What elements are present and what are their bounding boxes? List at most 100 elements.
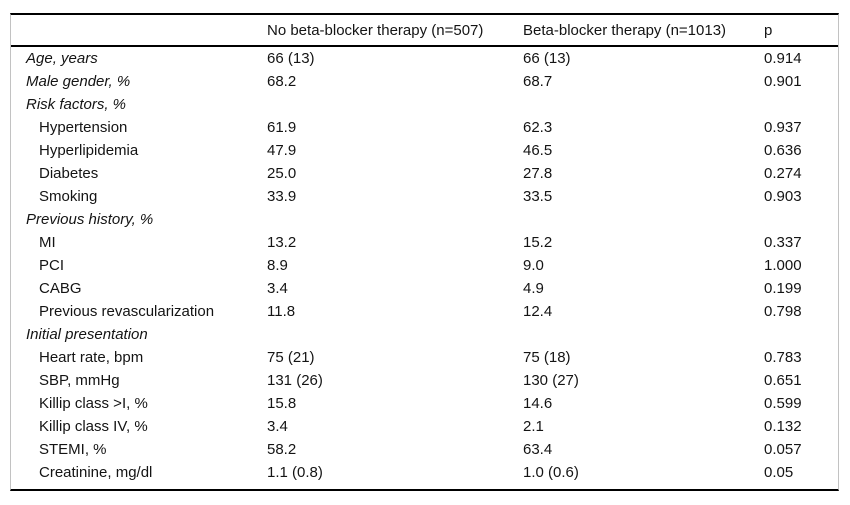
beta-blocker-value — [523, 208, 764, 231]
p-value: 0.651 — [764, 372, 802, 389]
beta-blocker-value — [523, 93, 764, 116]
table-row: CABG 3.4 4.9 0.199 — [11, 277, 838, 300]
table-row: STEMI, % 58.2 63.4 0.057 — [11, 438, 838, 461]
no-beta-blocker-value — [267, 323, 523, 346]
no-beta-blocker-value — [267, 93, 523, 116]
row-label: MI — [39, 234, 56, 251]
beta-blocker-value: 130 (27) — [523, 372, 579, 389]
p-value: 0.901 — [764, 73, 802, 90]
no-beta-blocker-value — [267, 208, 523, 231]
column-header-p: p — [764, 15, 838, 47]
no-beta-blocker-value: 8.9 — [267, 257, 288, 274]
table-row: Hypertension 61.9 62.3 0.937 — [11, 116, 838, 139]
column-header-no-beta-blocker: No beta-blocker therapy (n=507) — [267, 15, 523, 47]
beta-blocker-value: 1.0 (0.6) — [523, 464, 579, 481]
beta-blocker-value: 46.5 — [523, 142, 553, 159]
beta-blocker-value: 62.3 — [523, 119, 553, 136]
beta-blocker-value: 15.2 — [523, 234, 553, 251]
row-label: Male gender, % — [26, 73, 131, 90]
beta-blocker-value: 33.5 — [523, 188, 553, 205]
p-value: 0.783 — [764, 349, 802, 366]
data-table: No beta-blocker therapy (n=507) Beta-blo… — [11, 15, 838, 484]
row-label: Risk factors, % — [26, 96, 127, 113]
row-label: Previous revascularization — [39, 303, 215, 320]
header-row: No beta-blocker therapy (n=507) Beta-blo… — [11, 15, 838, 47]
beta-blocker-value: 2.1 — [523, 418, 544, 435]
no-beta-blocker-value: 13.2 — [267, 234, 297, 251]
beta-blocker-value: 27.8 — [523, 165, 553, 182]
table-row: Heart rate, bpm 75 (21) 75 (18) 0.783 — [11, 346, 838, 369]
table-body: Age, years 66 (13) 66 (13) 0.914 Male gender… — [11, 46, 838, 484]
section-row: Previous history, % — [11, 208, 838, 231]
p-value: 0.798 — [764, 303, 802, 320]
table-header: No beta-blocker therapy (n=507) Beta-blo… — [11, 15, 838, 47]
row-label: Heart rate, bpm — [39, 349, 144, 366]
no-beta-blocker-value: 33.9 — [267, 188, 297, 205]
table-row: Smoking 33.9 33.5 0.903 — [11, 185, 838, 208]
p-value: 0.274 — [764, 165, 802, 182]
table-row: Hyperlipidemia 47.9 46.5 0.636 — [11, 139, 838, 162]
row-label: Killip class >I, % — [39, 395, 148, 412]
row-label: SBP, mmHg — [39, 372, 120, 389]
table-row: PCI 8.9 9.0 1.000 — [11, 254, 838, 277]
row-label: Hyperlipidemia — [39, 142, 139, 159]
p-value: 0.05 — [764, 464, 794, 481]
beta-blocker-value: 9.0 — [523, 257, 544, 274]
beta-blocker-value: 12.4 — [523, 303, 553, 320]
row-label: STEMI, % — [39, 441, 107, 458]
row-label: Smoking — [39, 188, 98, 205]
p-value: 0.199 — [764, 280, 802, 297]
row-label: PCI — [39, 257, 65, 274]
table-row: Male gender, % 68.2 68.7 0.901 — [11, 70, 838, 93]
no-beta-blocker-value: 15.8 — [267, 395, 297, 412]
p-value: 0.636 — [764, 142, 802, 159]
no-beta-blocker-value: 131 (26) — [267, 372, 323, 389]
baseline-characteristics-table: No beta-blocker therapy (n=507) Beta-blo… — [10, 13, 839, 491]
table-row: Killip class IV, % 3.4 2.1 0.132 — [11, 415, 838, 438]
no-beta-blocker-value: 47.9 — [267, 142, 297, 159]
p-value — [764, 323, 838, 346]
p-value — [764, 208, 838, 231]
no-beta-blocker-value: 3.4 — [267, 280, 288, 297]
no-beta-blocker-value: 58.2 — [267, 441, 297, 458]
beta-blocker-value: 63.4 — [523, 441, 553, 458]
table-row: Killip class >I, % 15.8 14.6 0.599 — [11, 392, 838, 415]
table-row: SBP, mmHg 131 (26) 130 (27) 0.651 — [11, 369, 838, 392]
p-value — [764, 93, 838, 116]
no-beta-blocker-value: 68.2 — [267, 73, 297, 90]
row-label: Previous history, % — [26, 211, 154, 228]
beta-blocker-value: 68.7 — [523, 73, 553, 90]
table-row: Previous revascularization 11.8 12.4 0.798 — [11, 300, 838, 323]
no-beta-blocker-value: 66 (13) — [267, 50, 315, 67]
row-label: CABG — [39, 280, 82, 297]
row-label: Hypertension — [39, 119, 128, 136]
p-value: 0.337 — [764, 234, 802, 251]
column-header-empty — [11, 15, 267, 47]
table-row: Diabetes 25.0 27.8 0.274 — [11, 162, 838, 185]
p-value: 0.903 — [764, 188, 802, 205]
table-row: Age, years 66 (13) 66 (13) 0.914 — [11, 46, 838, 70]
p-value: 0.599 — [764, 395, 802, 412]
section-row: Initial presentation — [11, 323, 838, 346]
p-value: 0.057 — [764, 441, 802, 458]
no-beta-blocker-value: 11.8 — [267, 303, 296, 320]
row-label: Initial presentation — [26, 326, 148, 343]
row-label: Diabetes — [39, 165, 99, 182]
column-header-beta-blocker: Beta-blocker therapy (n=1013) — [523, 15, 764, 47]
no-beta-blocker-value: 75 (21) — [267, 349, 315, 366]
beta-blocker-value — [523, 323, 764, 346]
table-row: Creatinine, mg/dl 1.1 (0.8) 1.0 (0.6) 0.05 — [11, 461, 838, 484]
no-beta-blocker-value: 3.4 — [267, 418, 288, 435]
table-row: MI 13.2 15.2 0.337 — [11, 231, 838, 254]
beta-blocker-value: 75 (18) — [523, 349, 571, 366]
p-value: 1.000 — [764, 257, 802, 274]
no-beta-blocker-value: 25.0 — [267, 165, 297, 182]
p-value: 0.132 — [764, 418, 802, 435]
beta-blocker-value: 14.6 — [523, 395, 553, 412]
section-row: Risk factors, % — [11, 93, 838, 116]
p-value: 0.914 — [764, 50, 802, 67]
no-beta-blocker-value: 61.9 — [267, 119, 297, 136]
beta-blocker-value: 4.9 — [523, 280, 544, 297]
beta-blocker-value: 66 (13) — [523, 50, 571, 67]
